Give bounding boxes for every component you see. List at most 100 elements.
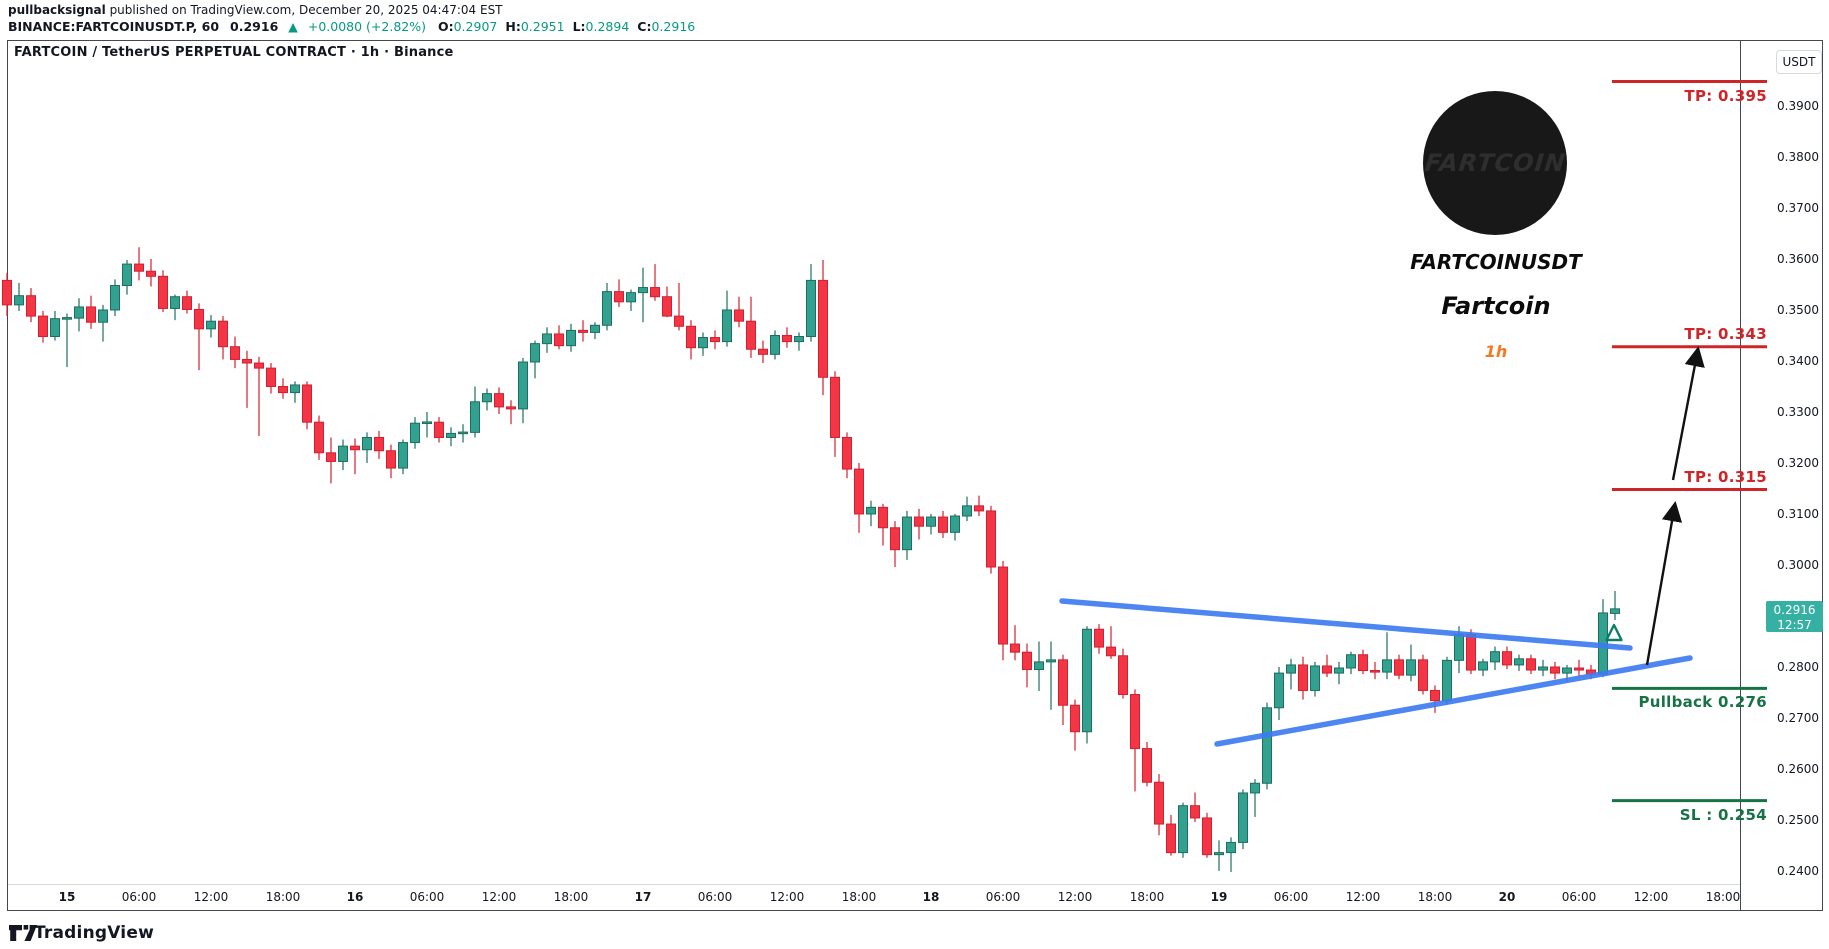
tradingview-logo-icon[interactable] xyxy=(8,924,38,944)
candle-body xyxy=(1310,665,1320,691)
candle-up xyxy=(518,357,528,424)
candle-down xyxy=(242,350,252,408)
candle-up xyxy=(530,340,540,379)
candle-body xyxy=(974,505,984,512)
candle-body xyxy=(1094,628,1104,648)
candle-down xyxy=(38,311,48,343)
candle-body xyxy=(626,292,636,303)
currency-unit-button[interactable]: USDT xyxy=(1776,50,1822,74)
time-tick-label: 18:00 xyxy=(265,890,301,904)
bar-countdown: 12:57 xyxy=(1777,618,1812,632)
candle-up xyxy=(926,513,936,535)
time-tick-label: 15 xyxy=(58,890,76,904)
up-arrow-icon: ▲ xyxy=(288,19,298,34)
candle-body xyxy=(218,320,228,348)
current-price-value: 0.2916 xyxy=(1773,603,1816,617)
price-tick-label: 0.3600 xyxy=(1777,252,1819,266)
time-tick-label: 12:00 xyxy=(769,890,805,904)
time-tick-label: 12:00 xyxy=(1057,890,1093,904)
candle-up xyxy=(1262,702,1272,790)
candle-body xyxy=(830,376,840,438)
take-profit-label: TP: 0.395 xyxy=(1684,86,1767,105)
candle-up xyxy=(1274,666,1284,721)
candle-up xyxy=(110,279,120,317)
candle-body xyxy=(1118,655,1128,696)
candle-up xyxy=(902,510,912,560)
candle-up xyxy=(1226,837,1236,872)
candle-body xyxy=(482,393,492,403)
candle-up xyxy=(362,432,372,463)
ohlc-key: L: xyxy=(572,19,586,34)
candle-body xyxy=(902,516,912,551)
candle-up xyxy=(1082,626,1092,744)
candle-body xyxy=(1130,694,1140,750)
candle-up xyxy=(1514,654,1524,672)
candle-down xyxy=(1106,626,1116,659)
candle-down xyxy=(746,296,756,358)
candle-body xyxy=(554,333,564,347)
candle-down xyxy=(1154,774,1164,836)
candle-down xyxy=(326,437,336,484)
candle-up xyxy=(422,411,432,438)
fartcoin-logo: FARTCOIN xyxy=(1423,91,1567,235)
time-tick-label: 17 xyxy=(634,890,652,904)
candle-down xyxy=(434,417,444,443)
time-tick-label: 12:00 xyxy=(1345,890,1381,904)
candle-body xyxy=(542,333,552,345)
candle-up xyxy=(62,313,72,368)
candle-body xyxy=(326,452,336,462)
candle-down xyxy=(1142,741,1152,787)
candle-body xyxy=(1154,781,1164,825)
author-link[interactable]: pullbacksignal xyxy=(8,3,106,17)
fartcoin-logo-text: FARTCOIN xyxy=(1423,149,1567,177)
candle-down xyxy=(266,363,276,394)
candle-body xyxy=(1142,748,1152,783)
time-tick-label: 06:00 xyxy=(1561,890,1597,904)
candle-down xyxy=(1118,648,1128,699)
candle-up xyxy=(1610,590,1620,621)
candle-body xyxy=(434,421,444,438)
candle-up xyxy=(1490,646,1500,671)
candle-down xyxy=(1010,625,1020,661)
candle-down xyxy=(158,270,168,313)
candle-up xyxy=(122,260,132,295)
candle-body xyxy=(782,334,792,343)
candle-up xyxy=(1250,779,1260,817)
candle-body xyxy=(1202,817,1212,856)
price-tick-label: 0.3400 xyxy=(1777,354,1819,368)
candle-body xyxy=(1082,628,1092,733)
candle-up xyxy=(1382,632,1392,680)
candle-down xyxy=(86,295,96,329)
time-tick-label: 06:00 xyxy=(409,890,445,904)
candle-body xyxy=(38,315,48,338)
candle-body xyxy=(794,336,804,343)
candle-down xyxy=(1166,814,1176,856)
candle-up xyxy=(1538,659,1548,677)
candle-down xyxy=(146,258,156,287)
candle-down xyxy=(1058,654,1068,726)
candle-down xyxy=(758,340,768,364)
candle-up xyxy=(590,322,600,340)
candle-body xyxy=(1178,805,1188,854)
candle-body xyxy=(1418,659,1428,691)
candle-body xyxy=(1370,670,1380,673)
candle-up xyxy=(1034,641,1044,691)
candle-down xyxy=(1394,654,1404,680)
ohlc-value: 0.2907 xyxy=(453,19,498,34)
published-text: published on TradingView.com, December 2… xyxy=(105,3,503,17)
candle-up xyxy=(206,315,216,338)
candle-up xyxy=(1478,658,1488,677)
time-tick-label: 12:00 xyxy=(1633,890,1669,904)
candle-down xyxy=(890,521,900,568)
candle-body xyxy=(1574,667,1584,671)
candle-body xyxy=(602,291,612,326)
tradingview-wordmark[interactable]: TradingView xyxy=(34,923,154,943)
candle-up xyxy=(1442,656,1452,705)
candle-down xyxy=(614,279,624,307)
candle-down xyxy=(134,247,144,281)
candle-body xyxy=(1286,664,1296,674)
time-tick-label: 18:00 xyxy=(1417,890,1453,904)
candle-up xyxy=(398,439,408,475)
candle-up xyxy=(866,500,876,527)
candle-down xyxy=(1070,699,1080,751)
